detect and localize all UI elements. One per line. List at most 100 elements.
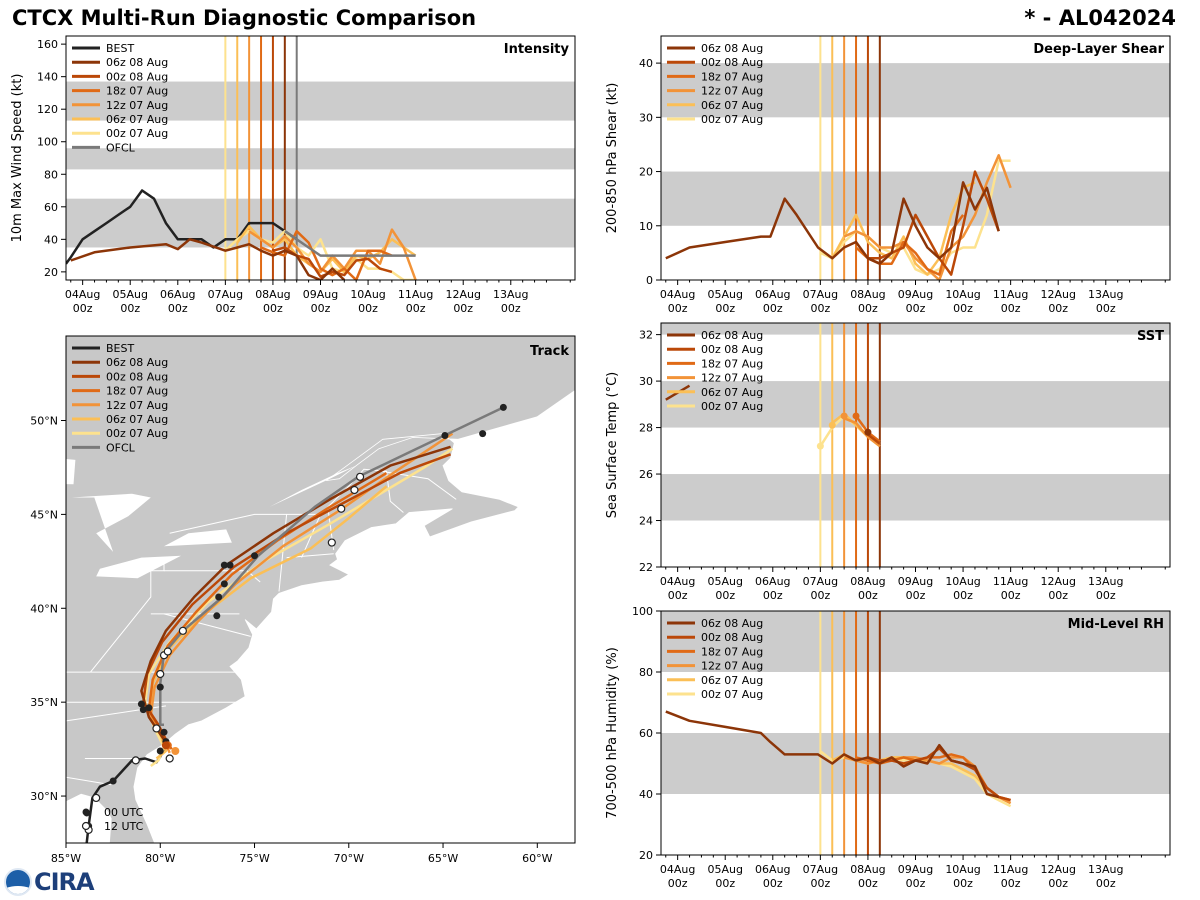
sst-xtick-sublabel-8: 00z bbox=[1048, 589, 1068, 602]
rh-xtick-label-8: 12Aug bbox=[1040, 863, 1075, 876]
track-marker-34 bbox=[161, 741, 170, 750]
legend-label-18z-07-aug: 18z 07 Aug bbox=[701, 357, 763, 370]
intensity-xtick-sublabel-1: 00z bbox=[120, 302, 140, 315]
intensity-xtick-sublabel-2: 00z bbox=[168, 302, 188, 315]
legend-label-00z-07-aug: 00z 07 Aug bbox=[106, 427, 168, 440]
sst-xtick-sublabel-0: 00z bbox=[668, 589, 688, 602]
shear-xtick-label-2: 06Aug bbox=[755, 288, 790, 301]
sst-xtick-label-8: 12Aug bbox=[1040, 575, 1075, 588]
track-marker-27 bbox=[350, 485, 359, 495]
track-xtick-label-2: 75°W bbox=[239, 852, 269, 865]
lake-3 bbox=[96, 555, 181, 579]
legend-label-00z-08-aug: 00z 08 Aug bbox=[106, 370, 168, 383]
track-marker-11 bbox=[139, 706, 147, 714]
noaa-logo-icon bbox=[4, 868, 32, 896]
intensity-xtick-label-3: 07Aug bbox=[208, 288, 243, 301]
intensity-ytick-label-6: 140 bbox=[37, 71, 58, 84]
sst-marker-2 bbox=[840, 412, 848, 420]
legend-label-12z-07-aug: 12z 07 Aug bbox=[701, 660, 763, 673]
sst-xtick-label-0: 04Aug bbox=[660, 575, 695, 588]
track-xtick-label-5: 60°W bbox=[522, 852, 552, 865]
legend-label-00z-08-aug: 00z 08 Aug bbox=[106, 70, 168, 83]
sst-band-0 bbox=[661, 474, 1170, 521]
intensity-xtick-label-4: 08Aug bbox=[255, 288, 290, 301]
track-ytick-label-2: 40°N bbox=[30, 602, 58, 615]
rh-xtick-label-6: 10Aug bbox=[945, 863, 980, 876]
shear-xtick-sublabel-5: 00z bbox=[906, 302, 926, 315]
shear-ytick-label-2: 20 bbox=[639, 166, 653, 179]
time-legend-marker-1 bbox=[81, 821, 91, 831]
legend-label-00z-08-aug: 00z 08 Aug bbox=[701, 343, 763, 356]
intensity-xtick-sublabel-3: 00z bbox=[215, 302, 235, 315]
track-marker-21 bbox=[220, 580, 228, 588]
intensity-xtick-label-2: 06Aug bbox=[160, 288, 195, 301]
rh-xtick-label-7: 11Aug bbox=[993, 863, 1028, 876]
track-12z-07-aug bbox=[149, 432, 454, 754]
rh-ylabel: 700-500 hPa Humidity (%) bbox=[605, 647, 620, 819]
rh-ytick-label-0: 20 bbox=[639, 849, 653, 862]
sst-xtick-sublabel-7: 00z bbox=[1001, 589, 1021, 602]
legend-label-12z-07-aug: 12z 07 Aug bbox=[701, 372, 763, 385]
sst-xtick-sublabel-5: 00z bbox=[906, 589, 926, 602]
track-marker-13 bbox=[137, 700, 145, 708]
legend-label-06z-07-aug: 06z 07 Aug bbox=[701, 99, 763, 112]
track-xtick-label-0: 85°W bbox=[51, 852, 81, 865]
intensity-series-06z-08-aug bbox=[70, 238, 346, 280]
intensity-ytick-label-1: 40 bbox=[44, 233, 58, 246]
track-marker-30 bbox=[479, 430, 487, 438]
legend-label-00z-07-aug: 00z 07 Aug bbox=[701, 400, 763, 413]
sst-plot-area bbox=[661, 323, 1170, 567]
cira-logo: CIRA bbox=[4, 866, 95, 898]
intensity-band-1 bbox=[66, 148, 575, 170]
rh-xtick-label-5: 09Aug bbox=[898, 863, 933, 876]
intensity-xtick-sublabel-6: 00z bbox=[358, 302, 378, 315]
intensity-band-2 bbox=[66, 81, 575, 121]
sst-ytick-label-1: 24 bbox=[639, 515, 653, 528]
sst-marker-4 bbox=[864, 428, 872, 436]
figure-title: CTCX Multi-Run Diagnostic Comparison bbox=[12, 6, 477, 30]
track-marker-24 bbox=[251, 552, 259, 560]
rh-xtick-label-2: 06Aug bbox=[755, 863, 790, 876]
shear-xtick-label-5: 09Aug bbox=[898, 288, 933, 301]
track-frame bbox=[65, 335, 576, 844]
legend-label-ofcl: OFCL bbox=[106, 441, 136, 454]
rh-xtick-sublabel-2: 00z bbox=[763, 877, 783, 890]
intensity-series-ofcl bbox=[284, 230, 416, 257]
track-xtick-label-1: 80°W bbox=[145, 852, 175, 865]
sst-ytick-label-0: 22 bbox=[639, 561, 653, 574]
sst-xtick-label-9: 13Aug bbox=[1088, 575, 1123, 588]
lake-0 bbox=[66, 458, 76, 485]
track-marker-9 bbox=[160, 728, 168, 736]
legend-label-00z-07-aug: 00z 07 Aug bbox=[701, 113, 763, 126]
intensity-plot-area bbox=[66, 36, 575, 280]
shear-ylabel: 200-850 hPa Shear (kt) bbox=[605, 83, 620, 234]
track-marker-5 bbox=[131, 756, 140, 765]
track-panel: 85°W 80°W 75°W 70°W 65°W 60°W 30°N 35°N 40°N 45°N… bbox=[30, 335, 576, 865]
rh-xtick-sublabel-7: 00z bbox=[1001, 877, 1021, 890]
rh-xtick-label-1: 05Aug bbox=[707, 863, 742, 876]
rh-ytick-label-3: 80 bbox=[639, 666, 653, 679]
shear-xtick-label-0: 04Aug bbox=[660, 288, 695, 301]
rh-xtick-sublabel-9: 00z bbox=[1096, 877, 1116, 890]
track-marker-31 bbox=[499, 403, 507, 411]
track-marker-19 bbox=[213, 612, 221, 620]
legend-label-06z-08-aug: 06z 08 Aug bbox=[106, 56, 168, 69]
shear-ytick-label-0: 0 bbox=[646, 274, 653, 287]
legend-label-06z-07-aug: 06z 07 Aug bbox=[106, 113, 168, 126]
sst-series-12z-07-aug bbox=[843, 417, 881, 448]
shear-xtick-sublabel-9: 00z bbox=[1096, 302, 1116, 315]
legend-label-06z-08-aug: 06z 08 Aug bbox=[701, 329, 763, 342]
legend-label-18z-07-aug: 18z 07 Aug bbox=[701, 70, 763, 83]
intensity-xtick-label-6: 10Aug bbox=[350, 288, 385, 301]
land-mass bbox=[66, 336, 575, 843]
sst-xtick-sublabel-9: 00z bbox=[1096, 589, 1116, 602]
rh-title: Mid-Level RH bbox=[1068, 617, 1164, 632]
shear-xtick-sublabel-7: 00z bbox=[1001, 302, 1021, 315]
track-marker-14 bbox=[156, 683, 164, 691]
rh-ytick-label-2: 60 bbox=[639, 727, 653, 740]
sst-title: SST bbox=[1137, 329, 1164, 344]
sst-ytick-label-2: 26 bbox=[639, 468, 653, 481]
track-marker-20 bbox=[215, 593, 223, 601]
cira-logo-text: CIRA bbox=[34, 868, 95, 896]
legend-label-06z-07-aug: 06z 07 Aug bbox=[701, 674, 763, 687]
